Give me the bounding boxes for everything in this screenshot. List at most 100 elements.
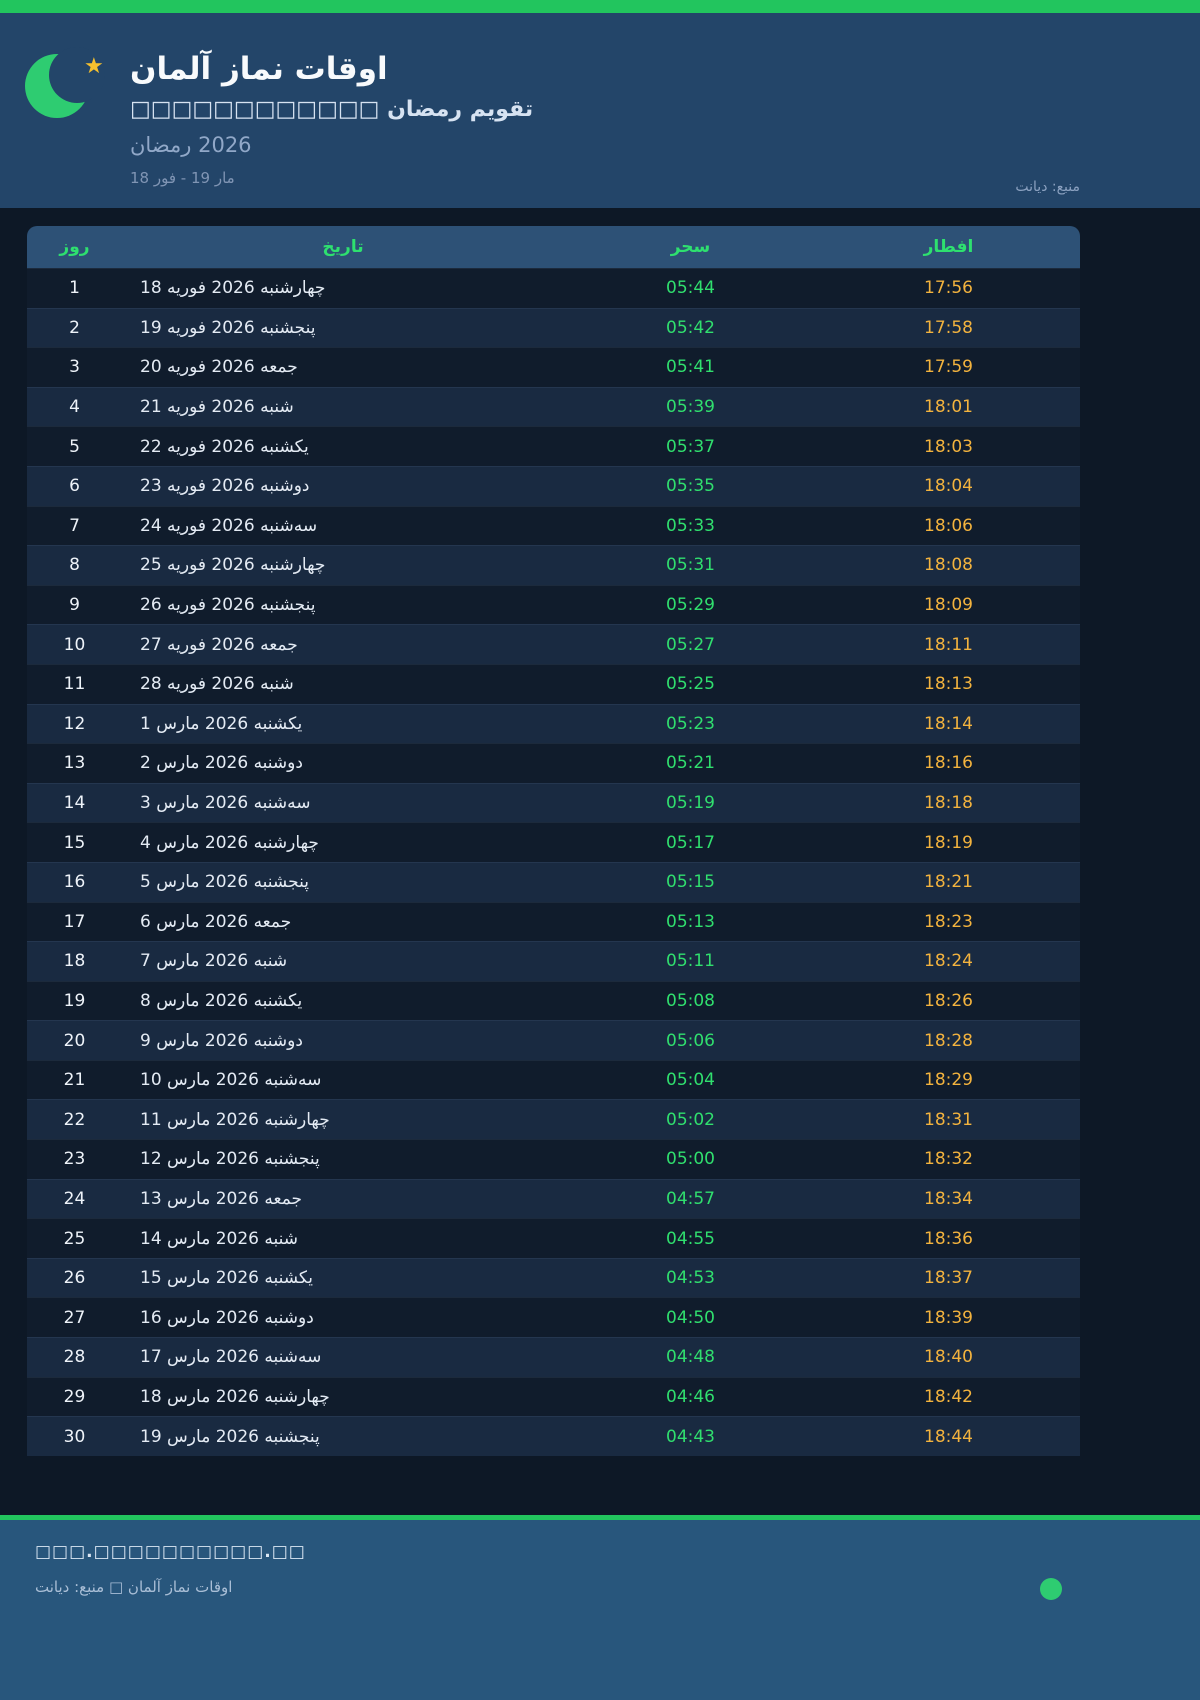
suhoor-time: 04:53 bbox=[666, 1268, 715, 1289]
table-row: 29 18 مارس‎ 2026 چهارشنبه‎ 04:46 18:42 bbox=[27, 1376, 1080, 1417]
iftar-time: 18:23 bbox=[924, 911, 973, 932]
page-title: اوقات نماز آلمان bbox=[130, 51, 388, 87]
footer-credit: اوقات نماز آلمان □ منبع: دیانت bbox=[35, 1578, 233, 1596]
date-cell: 10 مارس‎ 2026 سه‌شنبه‎ bbox=[140, 1070, 322, 1091]
table-row: 22 11 مارس‎ 2026 چهارشنبه‎ 05:02 18:31 bbox=[27, 1099, 1080, 1140]
day-number: 28 bbox=[63, 1347, 86, 1368]
date-cell: 4 مارس‎ 2026 چهارشنبه‎ bbox=[140, 832, 319, 853]
date-cell: 18 مارس‎ 2026 چهارشنبه‎ bbox=[140, 1386, 330, 1407]
table-row: 19 8 مارس‎ 2026 یکشنبه‎ 05:08 18:26 bbox=[27, 980, 1080, 1021]
date-cell: 28 فوریه‎ 2026 شنبه‎ bbox=[140, 674, 294, 695]
day-number: 3 bbox=[69, 357, 80, 378]
iftar-time: 17:59 bbox=[924, 357, 973, 378]
suhoor-time: 04:46 bbox=[666, 1386, 715, 1407]
iftar-time: 18:24 bbox=[924, 951, 973, 972]
iftar-time: 18:34 bbox=[924, 1188, 973, 1209]
crescent-moon-icon: ★ bbox=[25, 47, 105, 118]
iftar-time: 18:39 bbox=[924, 1307, 973, 1328]
suhoor-time: 04:55 bbox=[666, 1228, 715, 1249]
date-cell: 27 فوریه‎ 2026 جمعه‎ bbox=[140, 634, 298, 655]
date-cell: 23 فوریه‎ 2026 دوشنبه‎ bbox=[140, 476, 310, 497]
day-number: 1 bbox=[69, 278, 80, 299]
day-number: 13 bbox=[63, 753, 86, 774]
table-row: 17 6 مارس‎ 2026 جمعه‎ 05:13 18:23 bbox=[27, 901, 1080, 942]
iftar-time: 18:14 bbox=[924, 713, 973, 734]
date-cell: 5 مارس‎ 2026 پنجشنبه‎ bbox=[140, 872, 309, 893]
date-cell: 14 مارس‎ 2026 شنبه‎ bbox=[140, 1228, 298, 1249]
table-row: 10 27 فوریه‎ 2026 جمعه‎ 05:27 18:11 bbox=[27, 624, 1080, 664]
date-cell: 7 مارس‎ 2026 شنبه‎ bbox=[140, 951, 288, 972]
table-row: 4 21 فوریه‎ 2026 شنبه‎ 05:39 18:01 bbox=[27, 386, 1080, 427]
date-cell: 9 مارس‎ 2026 دوشنبه‎ bbox=[140, 1030, 303, 1051]
day-number: 24 bbox=[63, 1188, 86, 1209]
table-row: 23 12 مارس‎ 2026 پنجشنبه‎ 05:00 18:32 bbox=[27, 1139, 1080, 1179]
suhoor-time: 05:00 bbox=[666, 1149, 715, 1170]
day-number: 30 bbox=[63, 1426, 86, 1447]
suhoor-time: 05:41 bbox=[666, 357, 715, 378]
day-number: 6 bbox=[69, 476, 80, 497]
day-number: 27 bbox=[63, 1307, 86, 1328]
table-row: 2 19 فوریه‎ 2026 پنجشنبه‎ 05:42 17:58 bbox=[27, 307, 1080, 348]
date-cell: 17 مارس‎ 2026 سه‌شنبه‎ bbox=[140, 1347, 322, 1368]
suhoor-time: 05:04 bbox=[666, 1070, 715, 1091]
day-number: 9 bbox=[69, 595, 80, 616]
date-range: 18 فور‎ - 19 مار‎ bbox=[130, 169, 235, 187]
day-number: 22 bbox=[63, 1109, 86, 1130]
iftar-time: 18:40 bbox=[924, 1347, 973, 1368]
date-cell: 3 مارس‎ 2026 سه‌شنبه‎ bbox=[140, 793, 311, 814]
date-cell: 20 فوریه‎ 2026 جمعه‎ bbox=[140, 357, 298, 378]
suhoor-time: 05:33 bbox=[666, 515, 715, 536]
top-accent-bar bbox=[0, 0, 1200, 13]
table-row: 20 9 مارس‎ 2026 دوشنبه‎ 05:06 18:28 bbox=[27, 1020, 1080, 1060]
table-row: 15 4 مارس‎ 2026 چهارشنبه‎ 05:17 18:19 bbox=[27, 822, 1080, 862]
table-row: 14 3 مارس‎ 2026 سه‌شنبه‎ 05:19 18:18 bbox=[27, 782, 1080, 823]
iftar-time: 18:16 bbox=[924, 753, 973, 774]
table-body: 1 18 فوریه‎ 2026 چهارشنبه‎ 05:44 17:56 2 19 ف… bbox=[27, 268, 1080, 1456]
table-row: 11 28 فوریه‎ 2026 شنبه‎ 05:25 18:13 bbox=[27, 663, 1080, 704]
iftar-time: 18:21 bbox=[924, 872, 973, 893]
day-number: 23 bbox=[63, 1149, 86, 1170]
table-row: 5 22 فوریه‎ 2026 یکشنبه‎ 05:37 18:03 bbox=[27, 426, 1080, 466]
page-subtitle: تقویم رمضان □□□□□□□□□□□□ bbox=[130, 97, 534, 122]
day-number: 26 bbox=[63, 1268, 86, 1289]
date-cell: 25 فوریه‎ 2026 چهارشنبه‎ bbox=[140, 555, 326, 576]
day-number: 12 bbox=[63, 713, 86, 734]
date-cell: 24 فوریه‎ 2026 سه‌شنبه‎ bbox=[140, 515, 318, 536]
day-number: 19 bbox=[63, 990, 86, 1011]
date-cell: 12 مارس‎ 2026 پنجشنبه‎ bbox=[140, 1149, 320, 1170]
day-number: 5 bbox=[69, 436, 80, 457]
iftar-time: 18:18 bbox=[924, 793, 973, 814]
suhoor-time: 05:13 bbox=[666, 911, 715, 932]
suhoor-time: 04:57 bbox=[666, 1188, 715, 1209]
table-row: 7 24 فوریه‎ 2026 سه‌شنبه‎ 05:33 18:06 bbox=[27, 505, 1080, 546]
suhoor-time: 05:39 bbox=[666, 397, 715, 418]
date-cell: 2 مارس‎ 2026 دوشنبه‎ bbox=[140, 753, 303, 774]
day-number: 2 bbox=[69, 317, 80, 338]
star-icon: ★ bbox=[84, 54, 104, 79]
column-header-iftar: افطار bbox=[923, 237, 974, 257]
column-header-day: روز bbox=[59, 237, 90, 257]
date-cell: 16 مارس‎ 2026 دوشنبه‎ bbox=[140, 1307, 314, 1328]
table-row: 16 5 مارس‎ 2026 پنجشنبه‎ 05:15 18:21 bbox=[27, 861, 1080, 902]
day-number: 20 bbox=[63, 1030, 86, 1051]
suhoor-time: 05:11 bbox=[666, 951, 715, 972]
suhoor-time: 05:21 bbox=[666, 753, 715, 774]
suhoor-time: 05:35 bbox=[666, 476, 715, 497]
iftar-time: 18:03 bbox=[924, 436, 973, 457]
table-row: 8 25 فوریه‎ 2026 چهارشنبه‎ 05:31 18:08 bbox=[27, 545, 1080, 585]
day-number: 14 bbox=[63, 793, 86, 814]
table-row: 27 16 مارس‎ 2026 دوشنبه‎ 04:50 18:39 bbox=[27, 1297, 1080, 1338]
date-cell: 21 فوریه‎ 2026 شنبه‎ bbox=[140, 397, 294, 418]
suhoor-time: 05:17 bbox=[666, 832, 715, 853]
day-number: 29 bbox=[63, 1386, 86, 1407]
page-header: ★ اوقات نماز آلمان تقویم رمضان □□□□□□□□□… bbox=[0, 13, 1200, 208]
day-number: 17 bbox=[63, 911, 86, 932]
table-row: 25 14 مارس‎ 2026 شنبه‎ 04:55 18:36 bbox=[27, 1218, 1080, 1258]
iftar-time: 18:09 bbox=[924, 595, 973, 616]
date-cell: 26 فوریه‎ 2026 پنجشنبه‎ bbox=[140, 595, 316, 616]
suhoor-time: 05:02 bbox=[666, 1109, 715, 1130]
date-cell: 19 فوریه‎ 2026 پنجشنبه‎ bbox=[140, 317, 316, 338]
footer-website: □□□.□□□□□□□□□□.□□ bbox=[35, 1542, 306, 1562]
iftar-time: 18:11 bbox=[924, 634, 973, 655]
